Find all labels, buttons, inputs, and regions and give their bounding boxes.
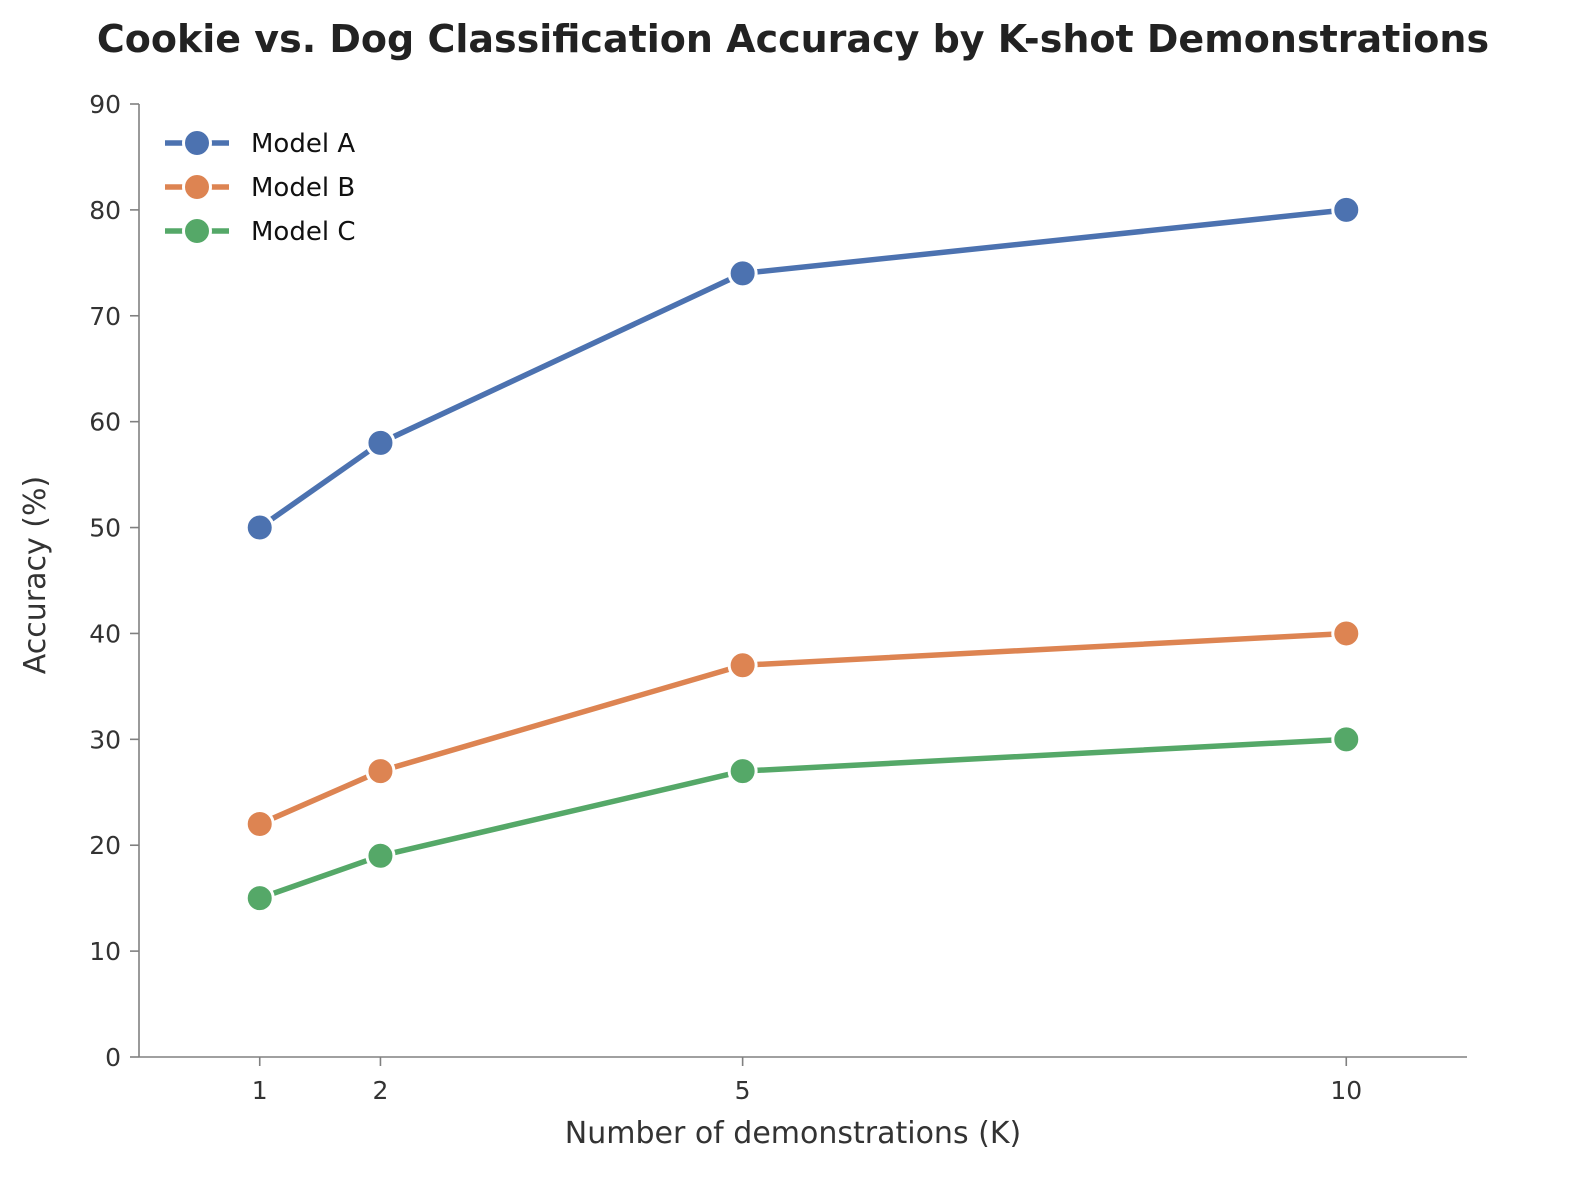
data-point-model-c bbox=[727, 756, 758, 787]
legend-label: Model C bbox=[251, 217, 355, 247]
series-model-b bbox=[244, 618, 1362, 840]
y-tick-label: 20 bbox=[89, 831, 121, 860]
data-point-model-a bbox=[727, 258, 758, 289]
data-point-model-c bbox=[1331, 724, 1362, 755]
data-point-model-b bbox=[1331, 618, 1362, 649]
y-tick-label: 70 bbox=[89, 302, 121, 331]
y-tick-label: 50 bbox=[89, 514, 121, 543]
y-tick-label: 40 bbox=[89, 619, 121, 648]
y-tick-label: 60 bbox=[89, 408, 121, 437]
y-tick-label: 0 bbox=[105, 1043, 121, 1072]
series-layer bbox=[244, 194, 1362, 914]
chart-title: Cookie vs. Dog Classification Accuracy b… bbox=[97, 17, 1489, 61]
data-point-model-c bbox=[365, 840, 396, 871]
data-point-model-b bbox=[244, 809, 275, 840]
data-point-model-a bbox=[365, 427, 396, 458]
legend-swatch-marker bbox=[182, 172, 212, 202]
legend-item-model-b: Model B bbox=[165, 172, 355, 203]
series-line-model-b bbox=[256, 630, 1350, 827]
series-model-c bbox=[244, 724, 1362, 914]
y-tick-label: 90 bbox=[89, 90, 121, 119]
legend-swatch-marker bbox=[182, 216, 212, 246]
legend-label: Model B bbox=[251, 173, 355, 203]
data-point-model-a bbox=[1331, 194, 1362, 225]
legend: Model A Model B Model C bbox=[165, 128, 355, 247]
legend-item-model-a: Model A bbox=[165, 128, 355, 159]
legend-swatch-marker bbox=[182, 128, 212, 158]
x-tick-label: 2 bbox=[373, 1076, 389, 1105]
x-tick-label: 10 bbox=[1330, 1076, 1362, 1105]
x-tick-label: 5 bbox=[735, 1076, 751, 1105]
x-tick-label: 1 bbox=[252, 1076, 268, 1105]
y-tick-label: 80 bbox=[89, 196, 121, 225]
axes: 0 10 20 30 40 50 60 70 80 90 1 2 5 10 bbox=[89, 90, 1467, 1105]
series-line-model-c bbox=[256, 736, 1350, 901]
data-point-model-c bbox=[244, 883, 275, 914]
y-tick-label: 10 bbox=[89, 937, 121, 966]
data-point-model-b bbox=[727, 650, 758, 681]
legend-item-model-c: Model C bbox=[165, 216, 355, 247]
x-axis-label: Number of demonstrations (K) bbox=[565, 1116, 1021, 1151]
data-point-model-b bbox=[365, 756, 396, 787]
legend-label: Model A bbox=[251, 129, 355, 159]
series-model-a bbox=[244, 194, 1362, 543]
series-line-model-a bbox=[256, 207, 1350, 531]
y-tick-label: 30 bbox=[89, 725, 121, 754]
data-point-model-a bbox=[244, 512, 275, 543]
y-axis-label: Accuracy (%) bbox=[18, 476, 53, 674]
